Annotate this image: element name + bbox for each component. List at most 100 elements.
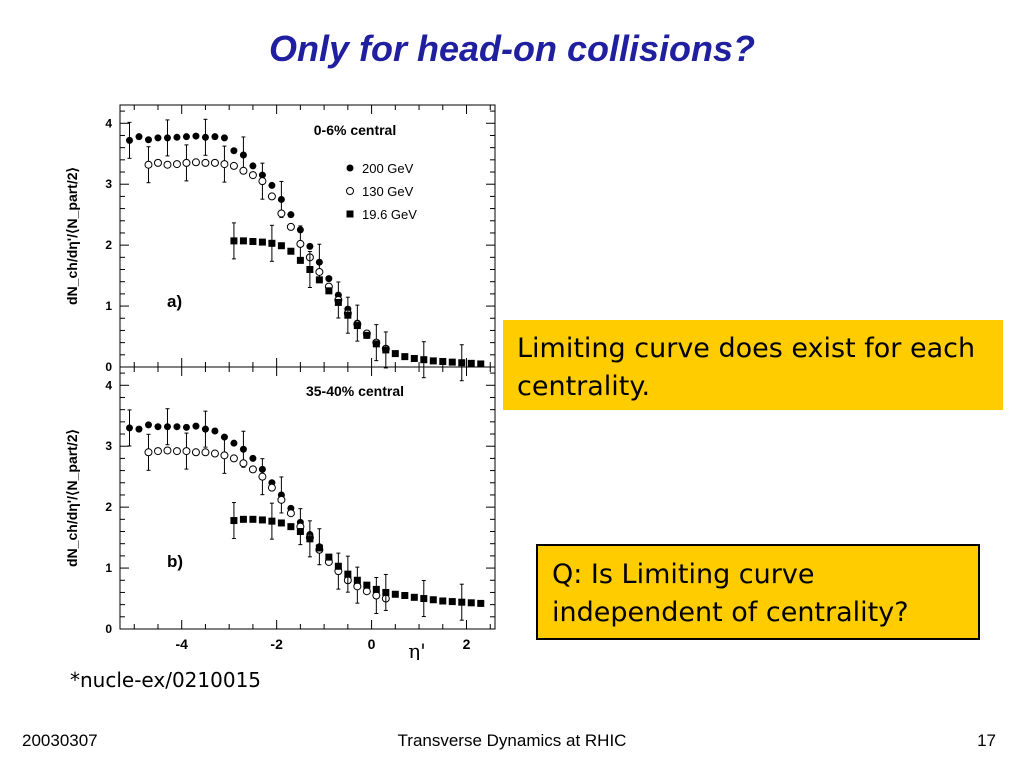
data-point-series-2 (458, 598, 466, 606)
data-point-series-2 (420, 356, 428, 364)
dndeta-figure: 0-6% central a) dN_ch/dη'/⟨N_part/2⟩ 200… (64, 104, 496, 660)
reference-footnote: *nucle-ex/0210015 (70, 668, 262, 692)
data-point-series-2 (458, 359, 466, 367)
data-point-series-1 (220, 451, 229, 460)
y-tick-label: 0 (105, 360, 112, 374)
data-point-series-1 (258, 472, 267, 481)
data-point-series-1 (163, 446, 172, 455)
data-point-series-0 (173, 423, 181, 431)
data-point-series-2 (230, 517, 238, 525)
data-point-series-0 (315, 258, 323, 266)
data-point-series-2 (363, 331, 371, 339)
data-point-series-2 (401, 591, 409, 599)
data-point-series-0 (144, 421, 152, 429)
data-point-series-0 (211, 427, 219, 435)
data-point-series-1 (201, 158, 210, 167)
footer-title: Transverse Dynamics at RHIC (397, 731, 627, 750)
data-point-series-1 (229, 454, 238, 463)
data-point-series-0 (192, 422, 200, 430)
data-point-series-2 (467, 599, 475, 607)
y-tick-label: 1 (105, 299, 112, 313)
data-point-series-0 (154, 134, 162, 142)
panel-b-label: b) (167, 552, 183, 571)
data-point-series-1 (144, 448, 153, 457)
data-point-series-1 (182, 158, 191, 167)
data-point-series-0 (182, 133, 190, 141)
legend-marker-130 (346, 187, 354, 195)
data-point-series-2 (344, 311, 352, 319)
data-point-series-0 (239, 151, 247, 159)
data-point-series-1 (248, 465, 257, 474)
data-point-series-1 (182, 447, 191, 456)
data-point-series-1 (315, 267, 324, 276)
data-point-series-0 (125, 424, 133, 432)
data-point-series-2 (363, 581, 371, 589)
data-point-series-0 (239, 445, 247, 453)
data-point-series-0 (306, 242, 314, 250)
legend-label-19: 19.6 GeV (362, 207, 417, 222)
data-point-series-2 (467, 359, 475, 367)
legend-marker-19 (346, 210, 354, 218)
panel-a-frame (119, 104, 496, 368)
data-point-series-2 (372, 585, 380, 593)
data-point-series-2 (325, 287, 333, 295)
data-point-series-2 (296, 528, 304, 536)
x-axis-label: η' (408, 639, 425, 660)
data-point-series-1 (172, 447, 181, 456)
data-point-series-2 (448, 598, 456, 606)
panel-b-marks (125, 408, 485, 621)
panel-a-ylabel: dN_ch/dη'/⟨N_part/2⟩ (64, 167, 80, 305)
legend-marker-200 (346, 164, 354, 172)
data-point-series-2 (315, 276, 323, 284)
x-tick-label: -2 (270, 636, 283, 652)
data-point-series-2 (429, 357, 437, 365)
footer-page-number: 17 (977, 731, 996, 750)
data-point-series-2 (477, 360, 485, 368)
data-point-series-0 (192, 132, 200, 140)
data-point-series-2 (296, 256, 304, 264)
data-point-series-1 (258, 177, 267, 186)
data-point-series-0 (230, 147, 238, 155)
data-point-series-2 (477, 599, 485, 607)
data-point-series-2 (401, 353, 409, 361)
callout-question: Q: Is Limiting curve independent of cent… (536, 544, 980, 640)
data-point-series-2 (325, 553, 333, 561)
data-point-series-2 (249, 515, 257, 523)
panel-b-frame (119, 366, 496, 630)
data-point-series-0 (201, 425, 209, 433)
y-tick-label: 2 (105, 238, 112, 252)
data-point-series-1 (229, 161, 238, 170)
data-point-series-1 (239, 459, 248, 468)
data-point-series-2 (429, 596, 437, 604)
data-point-series-2 (391, 350, 399, 358)
data-point-series-0 (287, 211, 295, 219)
data-point-series-2 (268, 239, 276, 247)
data-point-series-1 (286, 222, 295, 231)
data-point-series-2 (315, 544, 323, 552)
x-tick-label: 2 (463, 636, 471, 652)
data-point-series-2 (287, 523, 295, 531)
data-point-series-1 (220, 160, 229, 169)
data-point-series-1 (163, 160, 172, 169)
y-tick-label: 3 (105, 177, 112, 191)
y-tick-label: 2 (105, 500, 112, 514)
data-point-series-0 (135, 425, 143, 433)
panel-b: 35-40% central b) dN_ch/dη'/⟨N_part/2⟩ η… (64, 366, 496, 660)
panel-b-title: 35-40% central (306, 383, 404, 399)
data-point-series-1 (362, 587, 371, 596)
data-point-series-0 (277, 195, 285, 203)
data-point-series-0 (154, 423, 162, 431)
data-point-series-2 (230, 237, 238, 245)
panel-a-title: 0-6% central (314, 122, 396, 138)
data-point-series-0 (249, 454, 257, 462)
data-point-series-1 (172, 160, 181, 169)
data-point-series-2 (353, 322, 361, 330)
data-point-series-1 (153, 447, 162, 456)
data-point-series-0 (220, 134, 228, 142)
data-point-series-0 (163, 134, 171, 142)
data-point-series-1 (267, 192, 276, 201)
data-point-series-1 (144, 160, 153, 169)
data-point-series-1 (267, 483, 276, 492)
data-point-series-2 (410, 354, 418, 362)
data-point-series-0 (268, 181, 276, 189)
